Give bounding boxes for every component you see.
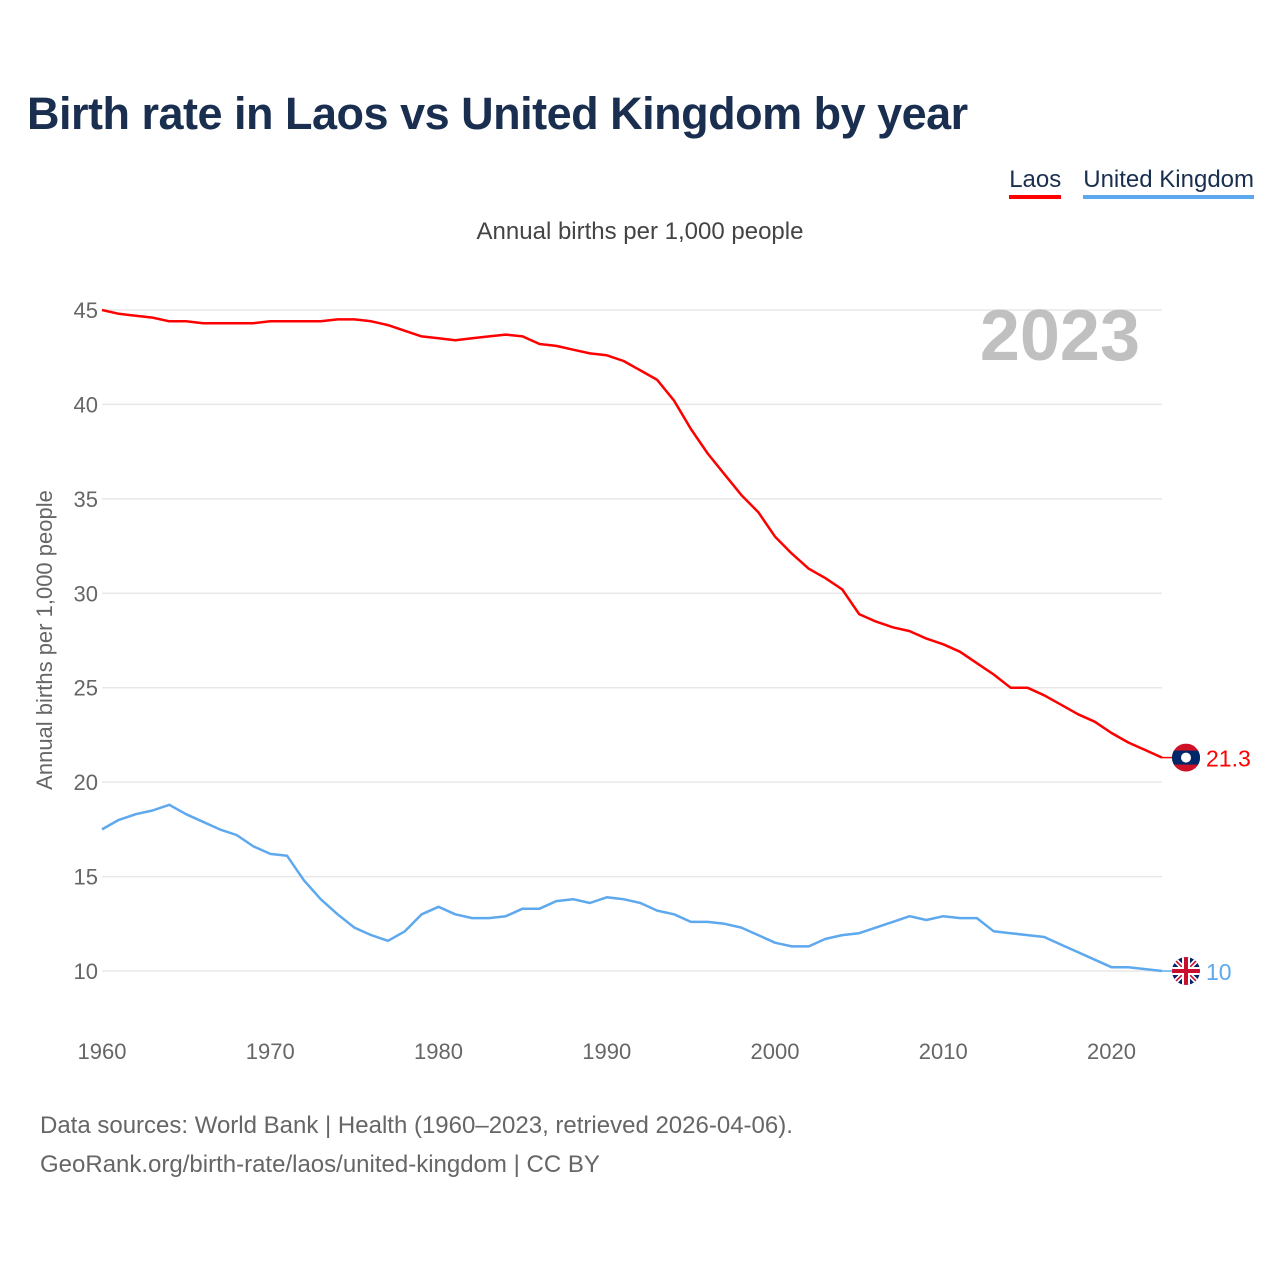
source-text: Data sources: World Bank | Health (1960–… [40,1112,793,1139]
y-tick-label: 15 [74,865,98,890]
y-tick-label: 30 [74,581,98,606]
x-tick-label: 2010 [919,1039,968,1064]
y-tick-label: 10 [74,959,98,984]
year-watermark: 2023 [980,296,1140,376]
end-value-label: 10 [1206,959,1232,985]
end-value-label: 21.3 [1206,746,1251,772]
x-tick-label: 2020 [1087,1039,1136,1064]
y-tick-label: 20 [74,770,98,795]
laos-flag-icon [1172,743,1200,772]
footer: Data sources: World Bank | Health (1960–… [40,1106,793,1184]
x-tick-label: 1990 [582,1039,631,1064]
x-tick-label: 1960 [78,1039,127,1064]
legend: Laos United Kingdom [1009,166,1254,199]
series-line-united-kingdom [101,803,1163,973]
y-tick-label: 35 [74,487,98,512]
legend-item-laos[interactable]: Laos [1009,166,1062,199]
chart-title: Birth rate in Laos vs United Kingdom by … [27,88,968,139]
x-tick-label: 1980 [414,1039,463,1064]
legend-item-united-kingdom[interactable]: United Kingdom [1083,166,1254,199]
y-tick-label: 40 [74,392,98,417]
y-tick-label: 25 [74,676,98,701]
x-tick-label: 2000 [751,1039,800,1064]
uk-flag-icon [1172,957,1200,985]
x-tick-label: 1970 [246,1039,295,1064]
attribution-link[interactable]: GeoRank.org/birth-rate/laos/united-kingd… [40,1151,600,1178]
y-axis-label: Annual births per 1,000 people [32,490,57,790]
chart-subtitle: Annual births per 1,000 people [476,218,804,245]
y-tick-label: 45 [74,298,98,323]
series-line-laos [101,308,1163,759]
